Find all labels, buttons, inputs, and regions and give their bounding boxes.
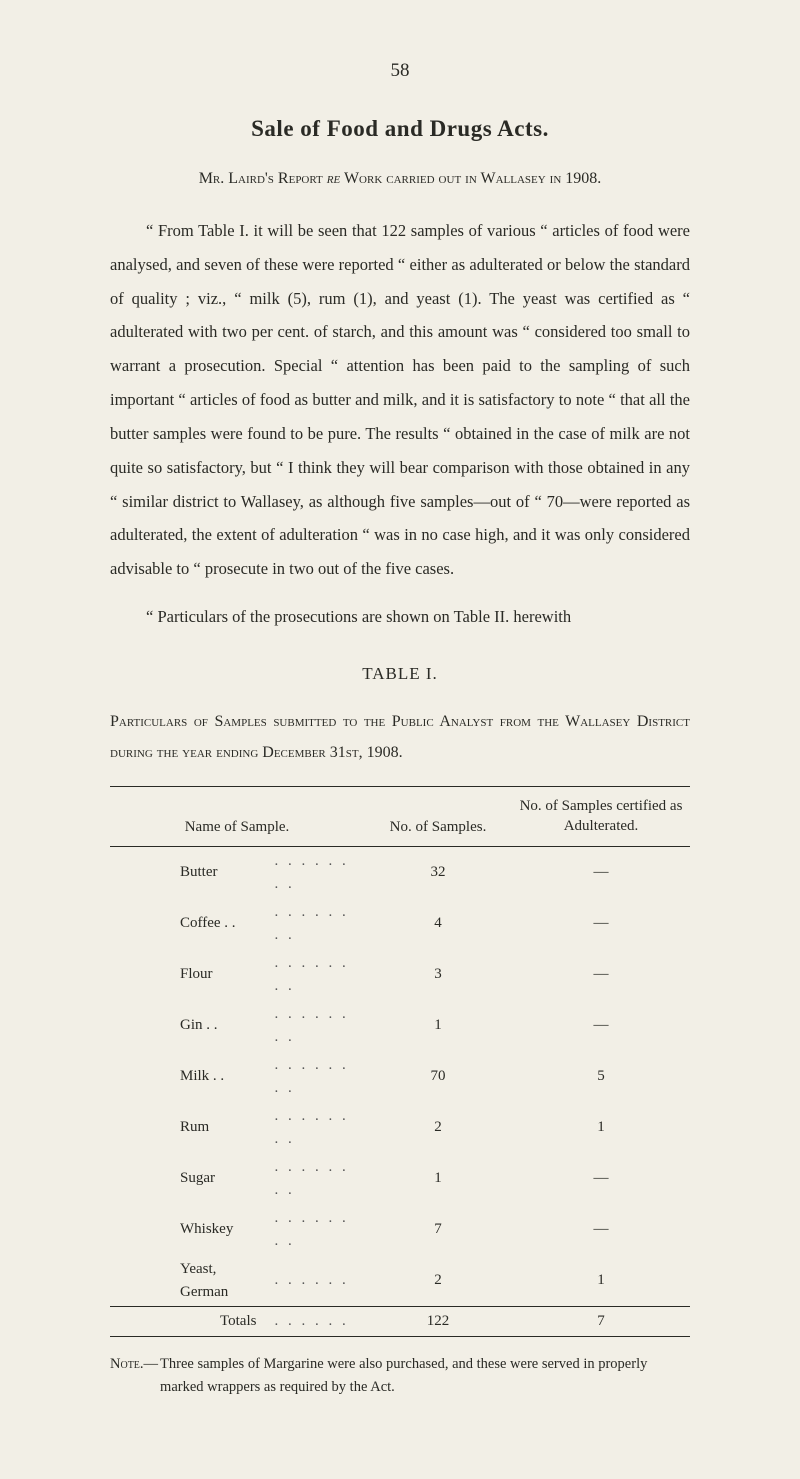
totals-label: Totals: [110, 1307, 270, 1337]
body-block: “ From Table I. it will be seen that 122…: [110, 214, 690, 634]
cell-no: 70: [364, 1051, 512, 1102]
cell-name: Milk . .: [110, 1051, 270, 1102]
cell-adult: —: [512, 1204, 690, 1255]
cell-name: Rum: [110, 1102, 270, 1153]
cell-no: 4: [364, 898, 512, 949]
cell-no: 2: [364, 1255, 512, 1307]
table-row: Gin . .. . . . . . . .1—: [110, 1000, 690, 1051]
cell-adult: —: [512, 847, 690, 899]
cell-adult: —: [512, 1153, 690, 1204]
cell-dots: . . . . . .: [270, 1255, 364, 1307]
table-row: Flour. . . . . . . .3—: [110, 949, 690, 1000]
cell-dots: . . . . . . . .: [270, 1102, 364, 1153]
cell-adult: —: [512, 898, 690, 949]
table-row: Butter. . . . . . . .32—: [110, 847, 690, 899]
table-row: Sugar. . . . . . . .1—: [110, 1153, 690, 1204]
cell-no: 1: [364, 1000, 512, 1051]
cell-adult: —: [512, 949, 690, 1000]
col-header-no: No. of Samples.: [364, 787, 512, 847]
paragraph-2: “ Particulars of the prosecutions are sh…: [110, 600, 690, 634]
footnote-label: Note.—: [110, 1353, 160, 1399]
cell-adult: 1: [512, 1255, 690, 1307]
paragraph-1: “ From Table I. it will be seen that 122…: [110, 214, 690, 586]
totals-adult: 7: [512, 1307, 690, 1337]
cell-dots: . . . . . . . .: [270, 847, 364, 899]
document-subtitle: Mr. Laird's Report re Work carried out i…: [110, 170, 690, 188]
document-page: 58 Sale of Food and Drugs Acts. Mr. Lair…: [0, 0, 800, 1479]
cell-no: 2: [364, 1102, 512, 1153]
subtitle-rest: Work carried out in Wallasey in 1908.: [340, 170, 601, 187]
cell-dots: . . . . . . . .: [270, 898, 364, 949]
cell-no: 7: [364, 1204, 512, 1255]
col-header-name: Name of Sample.: [110, 787, 364, 847]
cell-dots: . . . . . . . .: [270, 949, 364, 1000]
table-row: Whiskey. . . . . . . .7—: [110, 1204, 690, 1255]
samples-table: Name of Sample. No. of Samples. No. of S…: [110, 786, 690, 1337]
cell-name: Coffee . .: [110, 898, 270, 949]
footnote: Note.— Three samples of Margarine were a…: [110, 1353, 690, 1399]
totals-row: Totals. . . . . .1227: [110, 1307, 690, 1337]
table-caption: TABLE I.: [110, 664, 690, 684]
subtitle-prefix: Mr. Laird's Report: [199, 170, 327, 187]
col-header-adult: No. of Samples certified as Adulterated.: [512, 787, 690, 847]
document-title: Sale of Food and Drugs Acts.: [110, 116, 690, 142]
table-intro: Particulars of Samples submitted to the …: [110, 706, 690, 768]
table-row: Yeast, German. . . . . .21: [110, 1255, 690, 1307]
table-row: Coffee . .. . . . . . . .4—: [110, 898, 690, 949]
cell-name: Gin . .: [110, 1000, 270, 1051]
cell-dots: . . . . . . . .: [270, 1153, 364, 1204]
cell-adult: 5: [512, 1051, 690, 1102]
cell-no: 32: [364, 847, 512, 899]
cell-name: Butter: [110, 847, 270, 899]
page-number: 58: [110, 60, 690, 82]
totals-no: 122: [364, 1307, 512, 1337]
cell-no: 1: [364, 1153, 512, 1204]
cell-name: Flour: [110, 949, 270, 1000]
cell-no: 3: [364, 949, 512, 1000]
cell-dots: . . . . . . . .: [270, 1204, 364, 1255]
cell-name: Sugar: [110, 1153, 270, 1204]
cell-name: Yeast, German: [110, 1255, 270, 1307]
cell-dots: . . . . . . . .: [270, 1000, 364, 1051]
subtitle-italic: re: [327, 170, 340, 187]
cell-adult: —: [512, 1000, 690, 1051]
cell-dots: . . . . . . . .: [270, 1051, 364, 1102]
cell-adult: 1: [512, 1102, 690, 1153]
cell-name: Whiskey: [110, 1204, 270, 1255]
totals-dots: . . . . . .: [270, 1307, 364, 1337]
table-row: Rum. . . . . . . .21: [110, 1102, 690, 1153]
table-row: Milk . .. . . . . . . .705: [110, 1051, 690, 1102]
footnote-text: Three samples of Margarine were also pur…: [160, 1353, 690, 1399]
